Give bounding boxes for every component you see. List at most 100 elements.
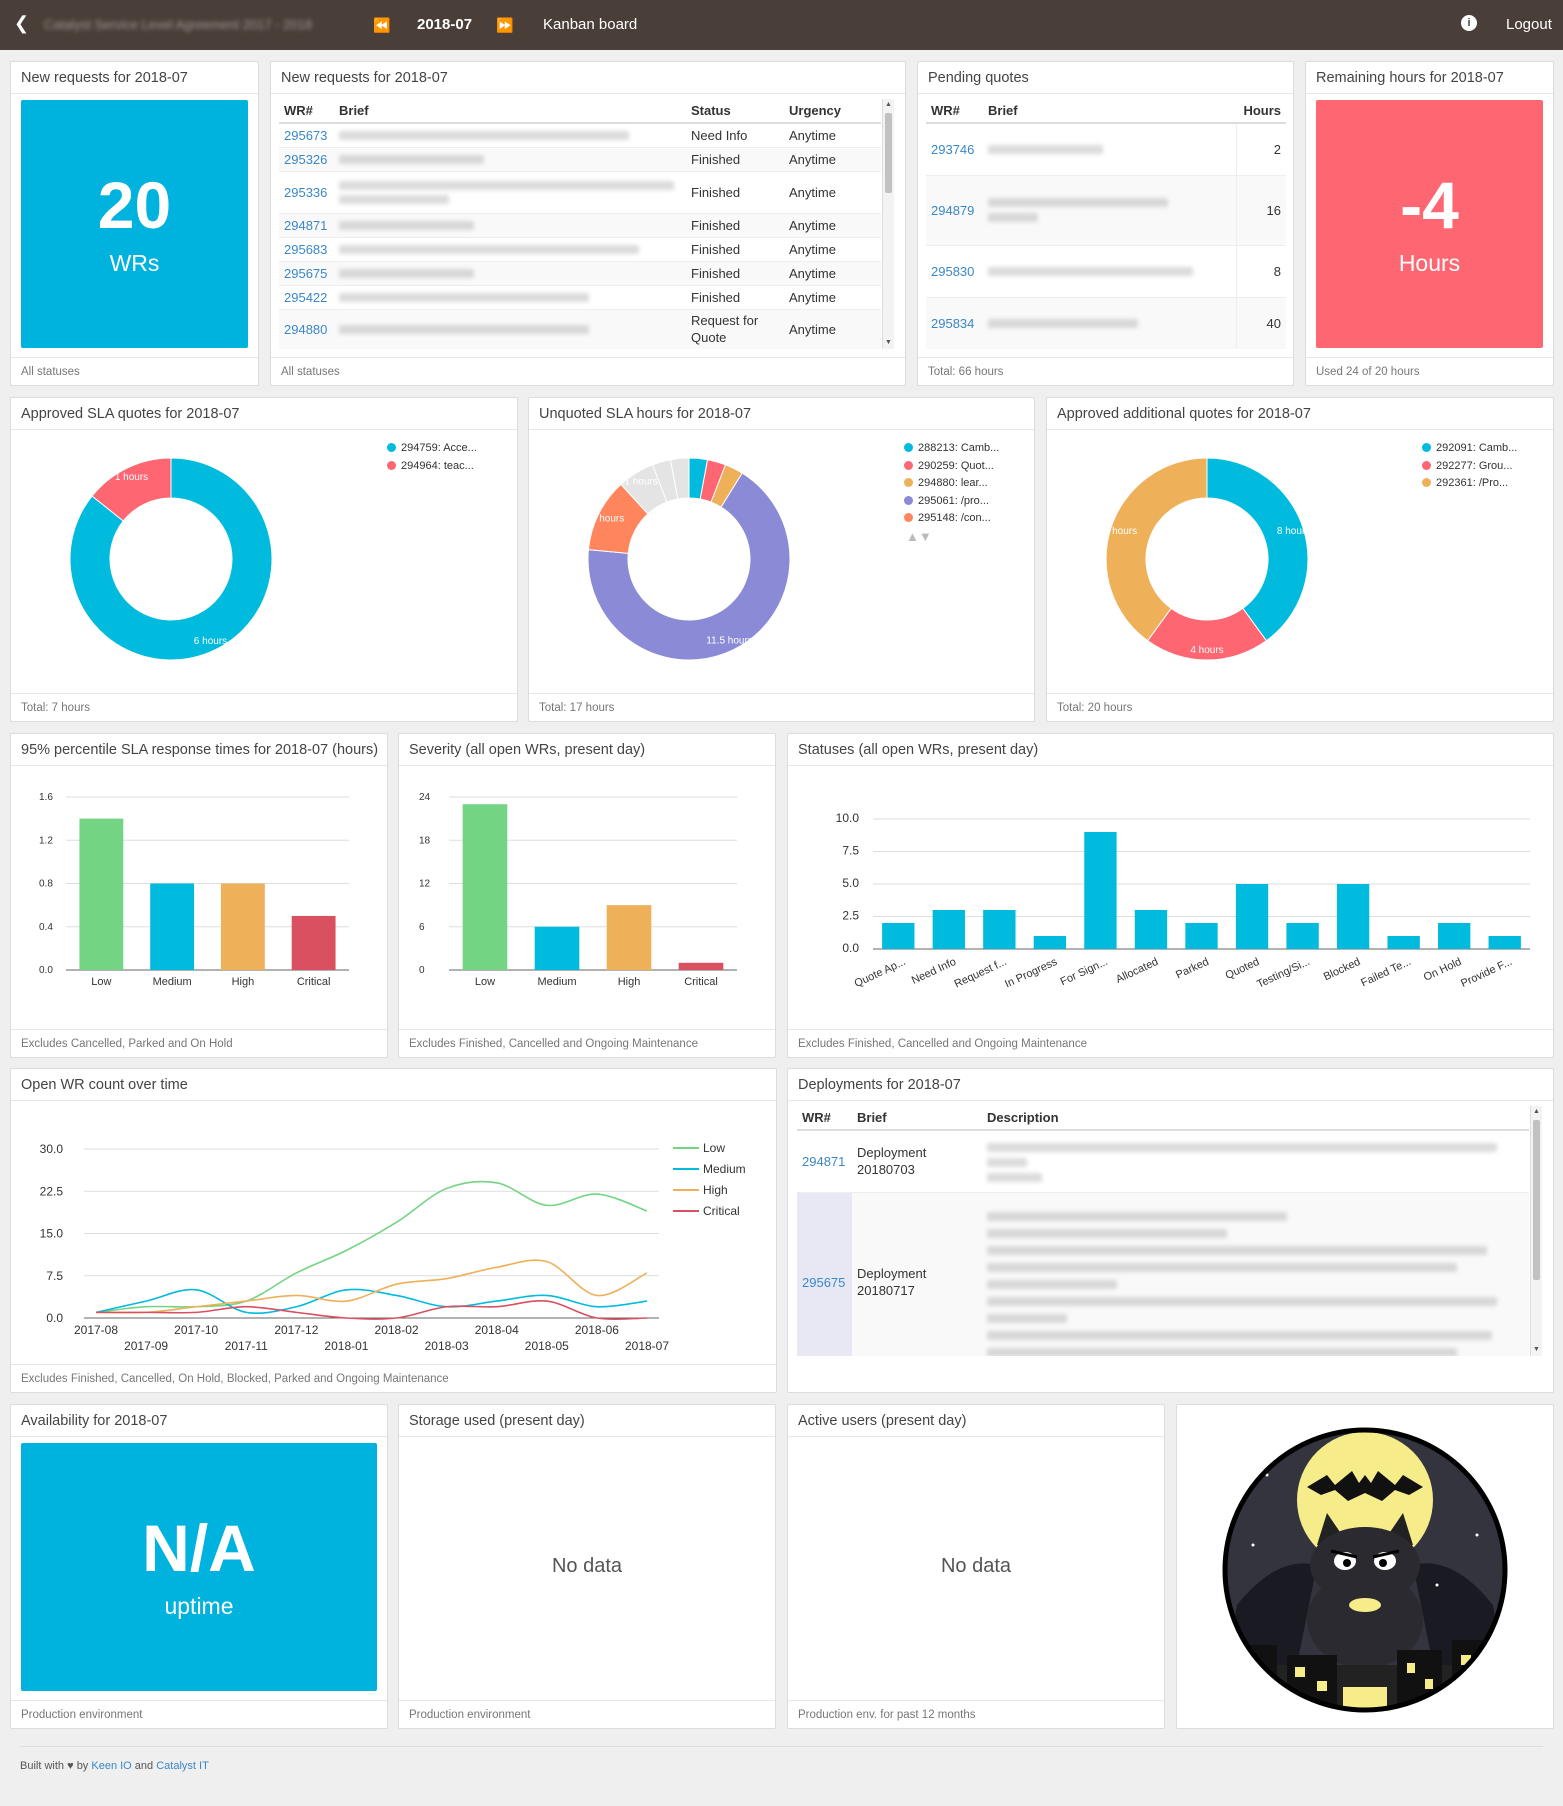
legend-swatch <box>904 478 913 487</box>
bar <box>1134 910 1168 949</box>
batman-cat-mascot-icon <box>1222 1427 1508 1713</box>
approved-sla-donut-chart: 6 hours 1 hours <box>69 457 273 661</box>
x-tick-label: High <box>232 976 255 988</box>
column-header[interactable]: WR# <box>926 99 983 124</box>
redacted-brief <box>339 154 484 164</box>
keen-io-link[interactable]: Keen IO <box>91 1760 132 1772</box>
wr-link[interactable]: 295673 <box>284 127 328 143</box>
scroll-thumb[interactable] <box>1533 1120 1540 1280</box>
scrollbar[interactable]: ▲ ▼ <box>1530 1106 1542 1356</box>
legend-item[interactable]: 294964: teac... <box>387 458 477 476</box>
severity-panel: Severity (all open WRs, present day) 0 6 1… <box>398 733 776 1058</box>
wr-link[interactable]: 295675 <box>284 265 328 281</box>
wr-link[interactable]: 294871 <box>802 1153 846 1169</box>
chevron-left-icon[interactable]: ❮ <box>14 13 30 33</box>
x-tick-label: Failed Te... <box>1359 956 1413 990</box>
legend-item[interactable]: 292091: Camb... <box>1422 440 1517 458</box>
redacted-brief <box>339 292 589 302</box>
wr-link[interactable]: 293746 <box>931 141 975 157</box>
redacted-brief <box>339 324 589 334</box>
availability-tile: N/A uptime <box>21 1443 377 1691</box>
x-tick-label: Quoted <box>1224 956 1262 982</box>
column-header[interactable]: Brief <box>334 99 686 124</box>
y-tick-label: 1.6 <box>39 792 53 803</box>
redacted-description <box>987 1347 1457 1356</box>
wr-link[interactable]: 295683 <box>284 241 328 257</box>
status-cell: Need Info <box>686 122 784 147</box>
wr-link[interactable]: 295675 <box>802 1274 846 1290</box>
redacted-brief <box>339 194 449 204</box>
column-header[interactable]: WR# <box>279 99 334 124</box>
requests-table: WR# Brief Status Urgency 295673 Need Info… <box>279 99 881 349</box>
table-row: 295830 8 <box>926 244 1286 297</box>
legend-label: 295148: /con... <box>918 512 991 524</box>
donut-slice <box>1105 457 1208 642</box>
deployments-table: WR# Brief Description 294871 Deployment … <box>797 1106 1529 1356</box>
y-tick-label: 2.5 <box>842 909 859 923</box>
scrollbar[interactable]: ▲ ▼ <box>882 99 894 349</box>
page-footer: Built with ♥ by Keen IO and Catalyst IT <box>20 1760 209 1772</box>
redacted-brief <box>339 244 639 254</box>
panel-title: Approved additional quotes for 2018-07 <box>1047 398 1553 430</box>
chart-legend: 294759: Acce... 294964: teac... <box>387 440 477 475</box>
legend-item[interactable]: 292277: Grou... <box>1422 458 1517 476</box>
kanban-board-link[interactable]: Kanban board <box>543 16 638 33</box>
column-header[interactable]: Brief <box>983 99 1236 124</box>
wr-link[interactable]: 295422 <box>284 289 328 305</box>
column-header[interactable]: Description <box>982 1106 1529 1131</box>
scroll-down-arrow-icon[interactable]: ▼ <box>1533 1346 1540 1353</box>
hours-cell: 40 <box>1235 296 1286 349</box>
bar <box>1336 884 1370 949</box>
legend-item[interactable]: 294759: Acce... <box>387 440 477 458</box>
bar <box>220 883 265 970</box>
scroll-down-arrow-icon[interactable]: ▼ <box>885 339 892 346</box>
scroll-thumb[interactable] <box>885 113 892 193</box>
info-icon[interactable]: i <box>1461 15 1477 31</box>
column-header[interactable]: WR# <box>797 1106 852 1131</box>
column-header[interactable]: Brief <box>852 1106 982 1131</box>
legend-item[interactable]: 290259: Quot... <box>904 458 999 476</box>
legend-item[interactable]: 288213: Camb... <box>904 440 999 458</box>
wr-link[interactable]: 294880 <box>284 321 328 337</box>
x-tick-label: Low <box>475 976 495 988</box>
bar <box>1286 923 1319 949</box>
wr-link[interactable]: 295834 <box>931 315 975 331</box>
legend-item[interactable]: 292361: /Pro... <box>1422 475 1517 493</box>
deployments-panel: Deployments for 2018-07 WR# Brief Descri… <box>787 1068 1554 1393</box>
x-tick-label: 2017-08 <box>74 1323 118 1337</box>
panel-footer: Total: 7 hours <box>11 693 517 721</box>
open-wr-count-panel: Open WR count over time 0.0 7.5 15.0 22.5 30… <box>10 1068 777 1393</box>
x-tick-label: 2018-06 <box>575 1323 619 1337</box>
urgency-cell: Anytime <box>784 170 881 213</box>
wr-link[interactable]: 294871 <box>284 217 328 233</box>
redacted-description <box>987 1330 1492 1340</box>
slice-label: 6 hours <box>194 636 227 647</box>
scroll-up-arrow-icon[interactable]: ▲ <box>885 101 892 108</box>
legend-swatch <box>387 443 396 452</box>
legend-swatch <box>387 460 396 470</box>
wr-link[interactable]: 295326 <box>284 151 328 167</box>
wr-link[interactable]: 295336 <box>284 184 328 200</box>
mascot-panel <box>1176 1404 1554 1729</box>
legend-label: Critical <box>703 1204 740 1218</box>
new-requests-table-panel: New requests for 2018-07 WR# Brief Statu… <box>270 61 906 386</box>
y-tick-label: 10.0 <box>836 811 860 825</box>
legend-pager-icon[interactable]: ▲▼ <box>906 528 932 544</box>
wr-link[interactable]: 295830 <box>931 263 975 279</box>
legend-item[interactable]: 295148: /con... <box>904 510 999 528</box>
bar <box>1438 923 1471 949</box>
bar <box>1033 936 1067 949</box>
wr-link[interactable]: 294879 <box>931 202 975 218</box>
catalyst-it-link[interactable]: Catalyst IT <box>156 1760 209 1772</box>
logout-link[interactable]: Logout <box>1506 16 1552 33</box>
column-header[interactable]: Urgency <box>784 99 881 124</box>
fast-forward-icon[interactable]: ⏩ <box>496 17 514 33</box>
column-header[interactable]: Hours <box>1236 99 1286 124</box>
rewind-icon[interactable]: ⏪ <box>373 17 391 33</box>
table-row: 295683 Finished Anytime <box>279 236 881 261</box>
legend-item[interactable]: 295061: /pro... <box>904 493 999 511</box>
column-header[interactable]: Status <box>686 99 784 124</box>
scroll-up-arrow-icon[interactable]: ▲ <box>1533 1108 1540 1115</box>
legend-item[interactable]: 294880: lear... <box>904 475 999 493</box>
table-row: 295326 Finished Anytime <box>279 146 881 171</box>
